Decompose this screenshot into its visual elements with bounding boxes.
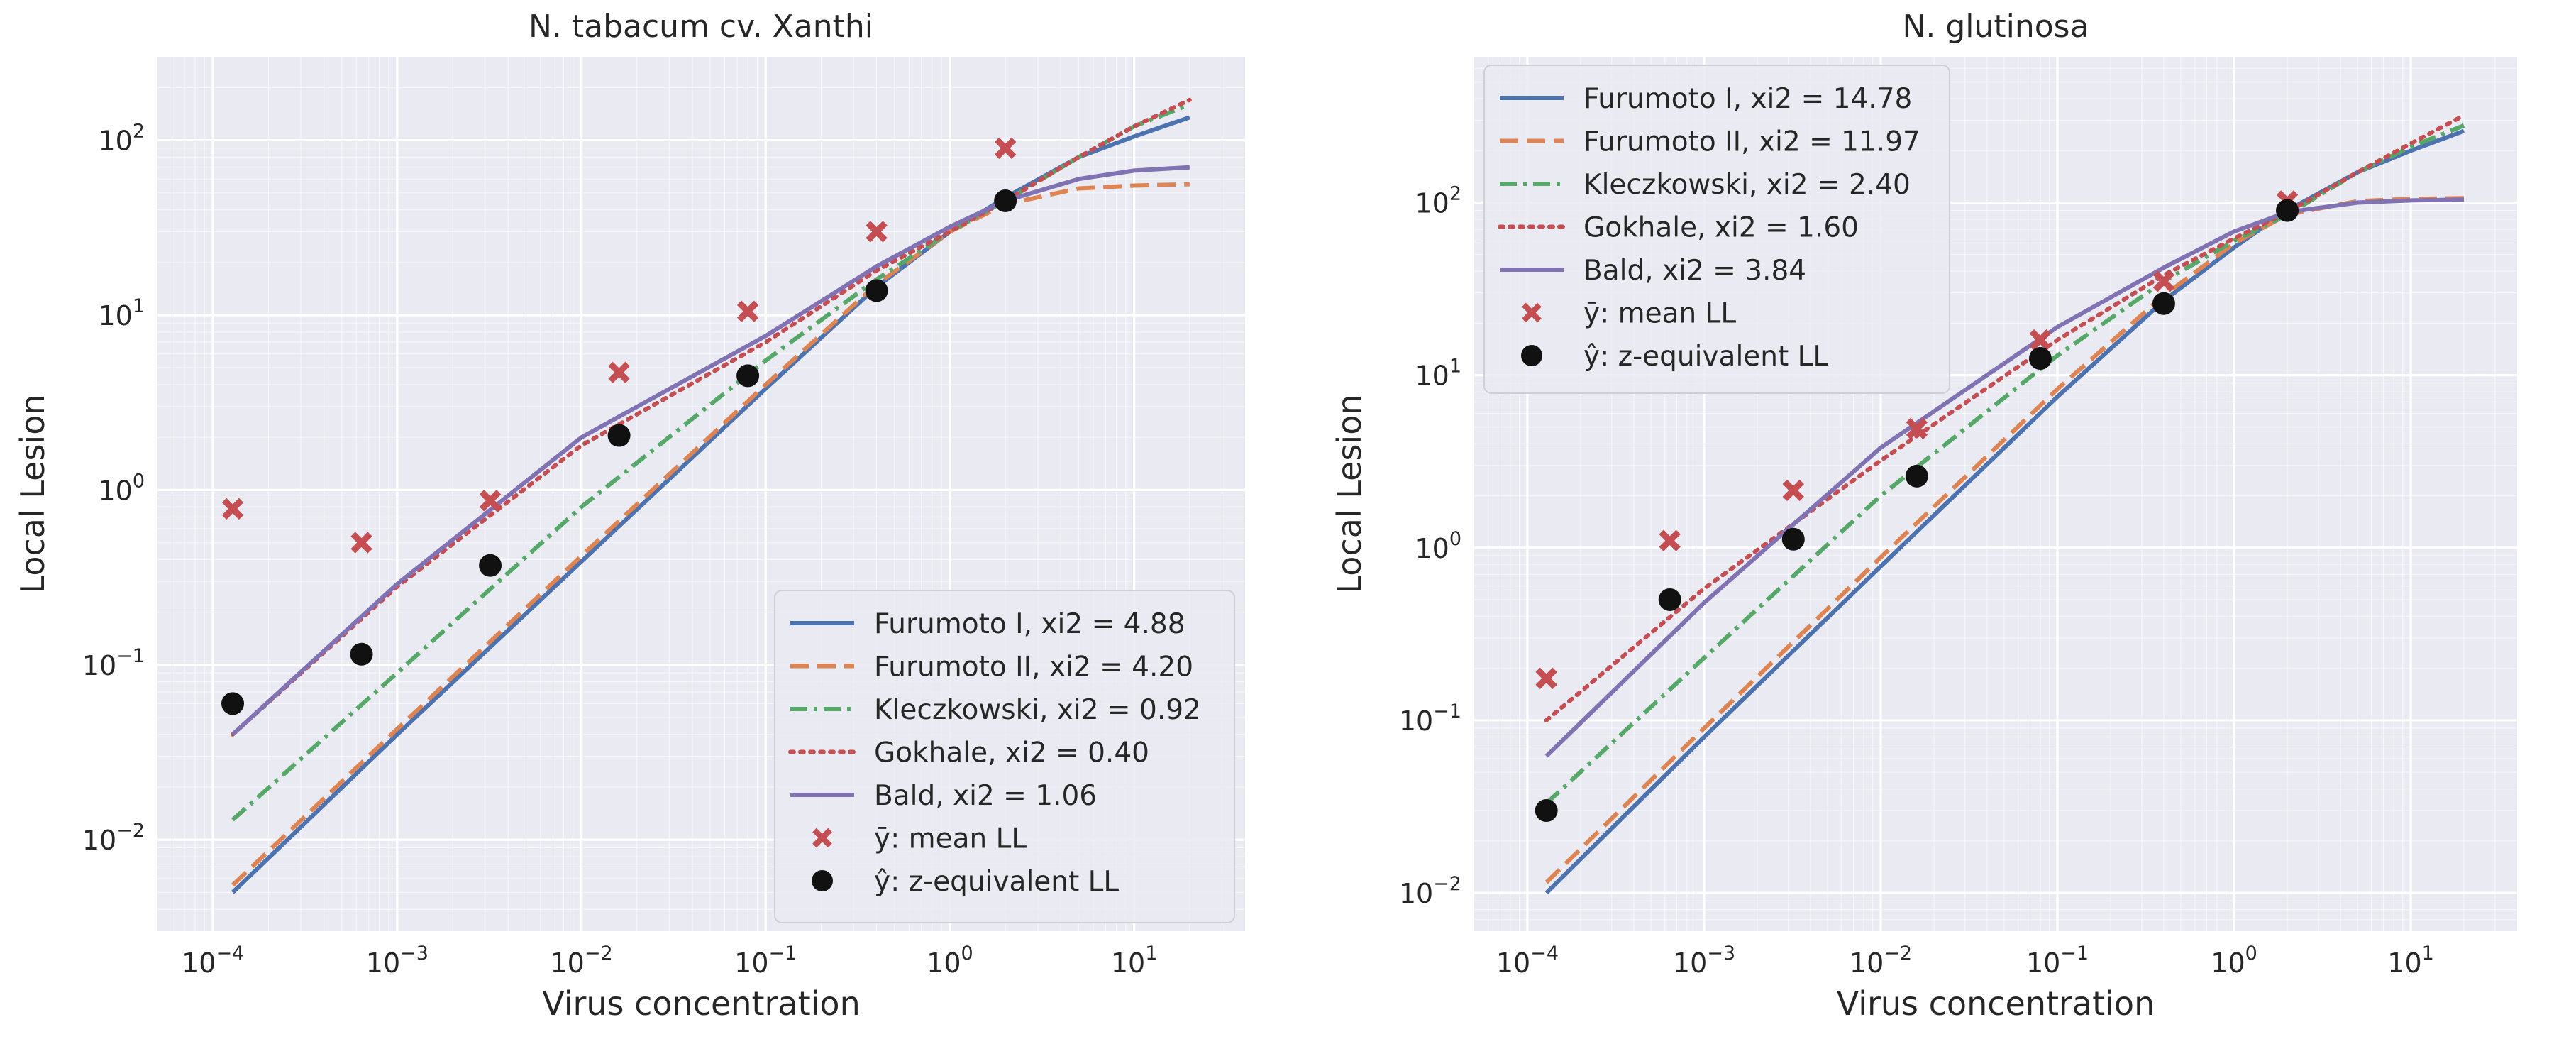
legend-marker-x [812, 828, 832, 848]
x-tick-label: 10−1 [2026, 943, 2089, 979]
z-equivalent-ll-point [479, 554, 502, 577]
mean-ll-point [994, 137, 1017, 160]
chart-2: 10−4 10−3 10−2 10−1 100 101 10−2 10−1 100 101 102 N… [1330, 9, 2517, 1023]
x-tick-label: 10−4 [182, 943, 244, 979]
x-tick-label: 101 [1111, 943, 1158, 979]
mean-ll-point [1782, 479, 1804, 502]
y-tick-label: 102 [98, 121, 145, 157]
legend-marker-x [1522, 302, 1542, 323]
y-tick-label: 10−2 [1399, 873, 1461, 909]
legend-label: Bald, xi2 = 3.84 [1583, 255, 1806, 287]
z-equivalent-ll-point [2276, 199, 2299, 222]
mean-ll-point [736, 300, 759, 322]
z-equivalent-ll-point [1535, 799, 1558, 823]
z-equivalent-ll-point [350, 642, 373, 666]
legend-box [1483, 65, 1950, 394]
z-equivalent-ll-point [1781, 527, 1805, 551]
z-equivalent-ll-point [1658, 588, 1681, 611]
chart-title: N. tabacum cv. Xanthi [529, 9, 873, 45]
mean-ll-point [2029, 329, 2052, 351]
z-equivalent-ll-point [2028, 347, 2052, 370]
y-tick-label: 102 [1415, 182, 1461, 219]
series-line-bald [231, 165, 1190, 737]
legend-label: Furumoto II, xi2 = 11.97 [1583, 126, 1920, 158]
series-line-furumoto2 [1544, 196, 2465, 884]
mean-ll-point [221, 498, 244, 520]
x-tick-label: 101 [2387, 943, 2434, 979]
x-tick-label: 100 [2211, 943, 2257, 979]
mean-ll-point [1906, 417, 1928, 440]
legend: Furumoto I, xi2 = 14.78 Furumoto II, xi2 … [1483, 65, 1950, 394]
y-tick-label: 10−1 [1399, 700, 1461, 737]
x-tick-label: 10−3 [366, 943, 429, 979]
mean-ll-point [1659, 529, 1681, 551]
legend-label: ȳ: mean LL [874, 823, 1027, 855]
legend-label: Furumoto II, xi2 = 4.20 [874, 652, 1193, 683]
ticks: 10−4 10−3 10−2 10−1 100 101 10−2 10−1 100 101 102 [1399, 182, 2434, 979]
series-line-gokhale [1544, 113, 2466, 722]
mean-ll-point [866, 221, 888, 243]
z-equivalent-ll-point [221, 692, 245, 715]
y-tick-label: 10−2 [82, 820, 145, 856]
x-tick-label: 10−2 [550, 943, 612, 979]
mean-ll-point [479, 490, 502, 512]
legend-label: Kleczkowski, xi2 = 0.92 [874, 694, 1201, 726]
y-tick-label: 100 [1415, 528, 1461, 564]
legend-label: ŷ: z-equivalent LL [1583, 341, 1828, 373]
legend-label: ŷ: z-equivalent LL [874, 866, 1119, 898]
legend-label: Kleczkowski, xi2 = 2.40 [1583, 169, 1911, 201]
legend-marker-circle [812, 870, 833, 891]
z-equivalent-ll-point [865, 279, 888, 302]
x-axis-label: Virus concentration [542, 984, 860, 1023]
x-tick-label: 10−2 [1850, 943, 1912, 979]
legend-label: Furumoto I, xi2 = 4.88 [874, 608, 1185, 640]
x-tick-label: 10−4 [1496, 943, 1559, 979]
ticks: 10−4 10−3 10−2 10−1 100 101 10−2 10−1 100 101 102 [82, 121, 1158, 979]
y-tick-label: 100 [98, 470, 145, 506]
chart-1: 10−4 10−3 10−2 10−1 100 101 10−2 10−1 100 101 102 N… [13, 9, 1245, 1023]
series-line-bald [1544, 197, 2465, 758]
legend: Furumoto I, xi2 = 4.88 Furumoto II, xi2 =… [774, 590, 1235, 923]
legend-label: Gokhale, xi2 = 1.60 [1583, 212, 1859, 244]
legend-label: Furumoto I, xi2 = 14.78 [1583, 83, 1912, 115]
legend-label: Gokhale, xi2 = 0.40 [874, 737, 1149, 769]
y-tick-label: 101 [98, 295, 145, 331]
z-equivalent-ll-point [994, 189, 1017, 213]
y-tick-label: 101 [1415, 356, 1461, 392]
legend-label: ȳ: mean LL [1583, 298, 1736, 330]
series-line-gokhale [231, 97, 1192, 737]
series-line-kleczkowski [1544, 123, 2465, 806]
legend-box [774, 590, 1235, 923]
x-tick-label: 10−3 [1673, 943, 1735, 979]
legend-label: Bald, xi2 = 1.06 [874, 780, 1097, 812]
z-equivalent-ll-point [1905, 464, 1928, 488]
x-tick-label: 10−1 [734, 943, 797, 979]
series-line-furumoto1 [1544, 128, 2465, 895]
legend-marker-circle [1521, 345, 1542, 366]
series-line-kleczkowski [231, 102, 1190, 822]
y-tick-label: 10−1 [82, 645, 145, 681]
z-equivalent-ll-point [607, 424, 631, 447]
mean-ll-point [350, 532, 372, 554]
z-equivalent-ll-point [2152, 292, 2175, 315]
x-tick-label: 100 [927, 943, 973, 979]
mean-ll-point [608, 361, 630, 383]
y-axis-label: Local Lesion [13, 394, 52, 593]
mean-ll-point [1535, 667, 1557, 690]
mean-ll-point [2152, 270, 2175, 292]
chart-title: N. glutinosa [1902, 9, 2089, 45]
x-axis-label: Virus concentration [1837, 984, 2155, 1023]
y-axis-label: Local Lesion [1330, 394, 1369, 593]
z-equivalent-ll-point [736, 364, 760, 388]
